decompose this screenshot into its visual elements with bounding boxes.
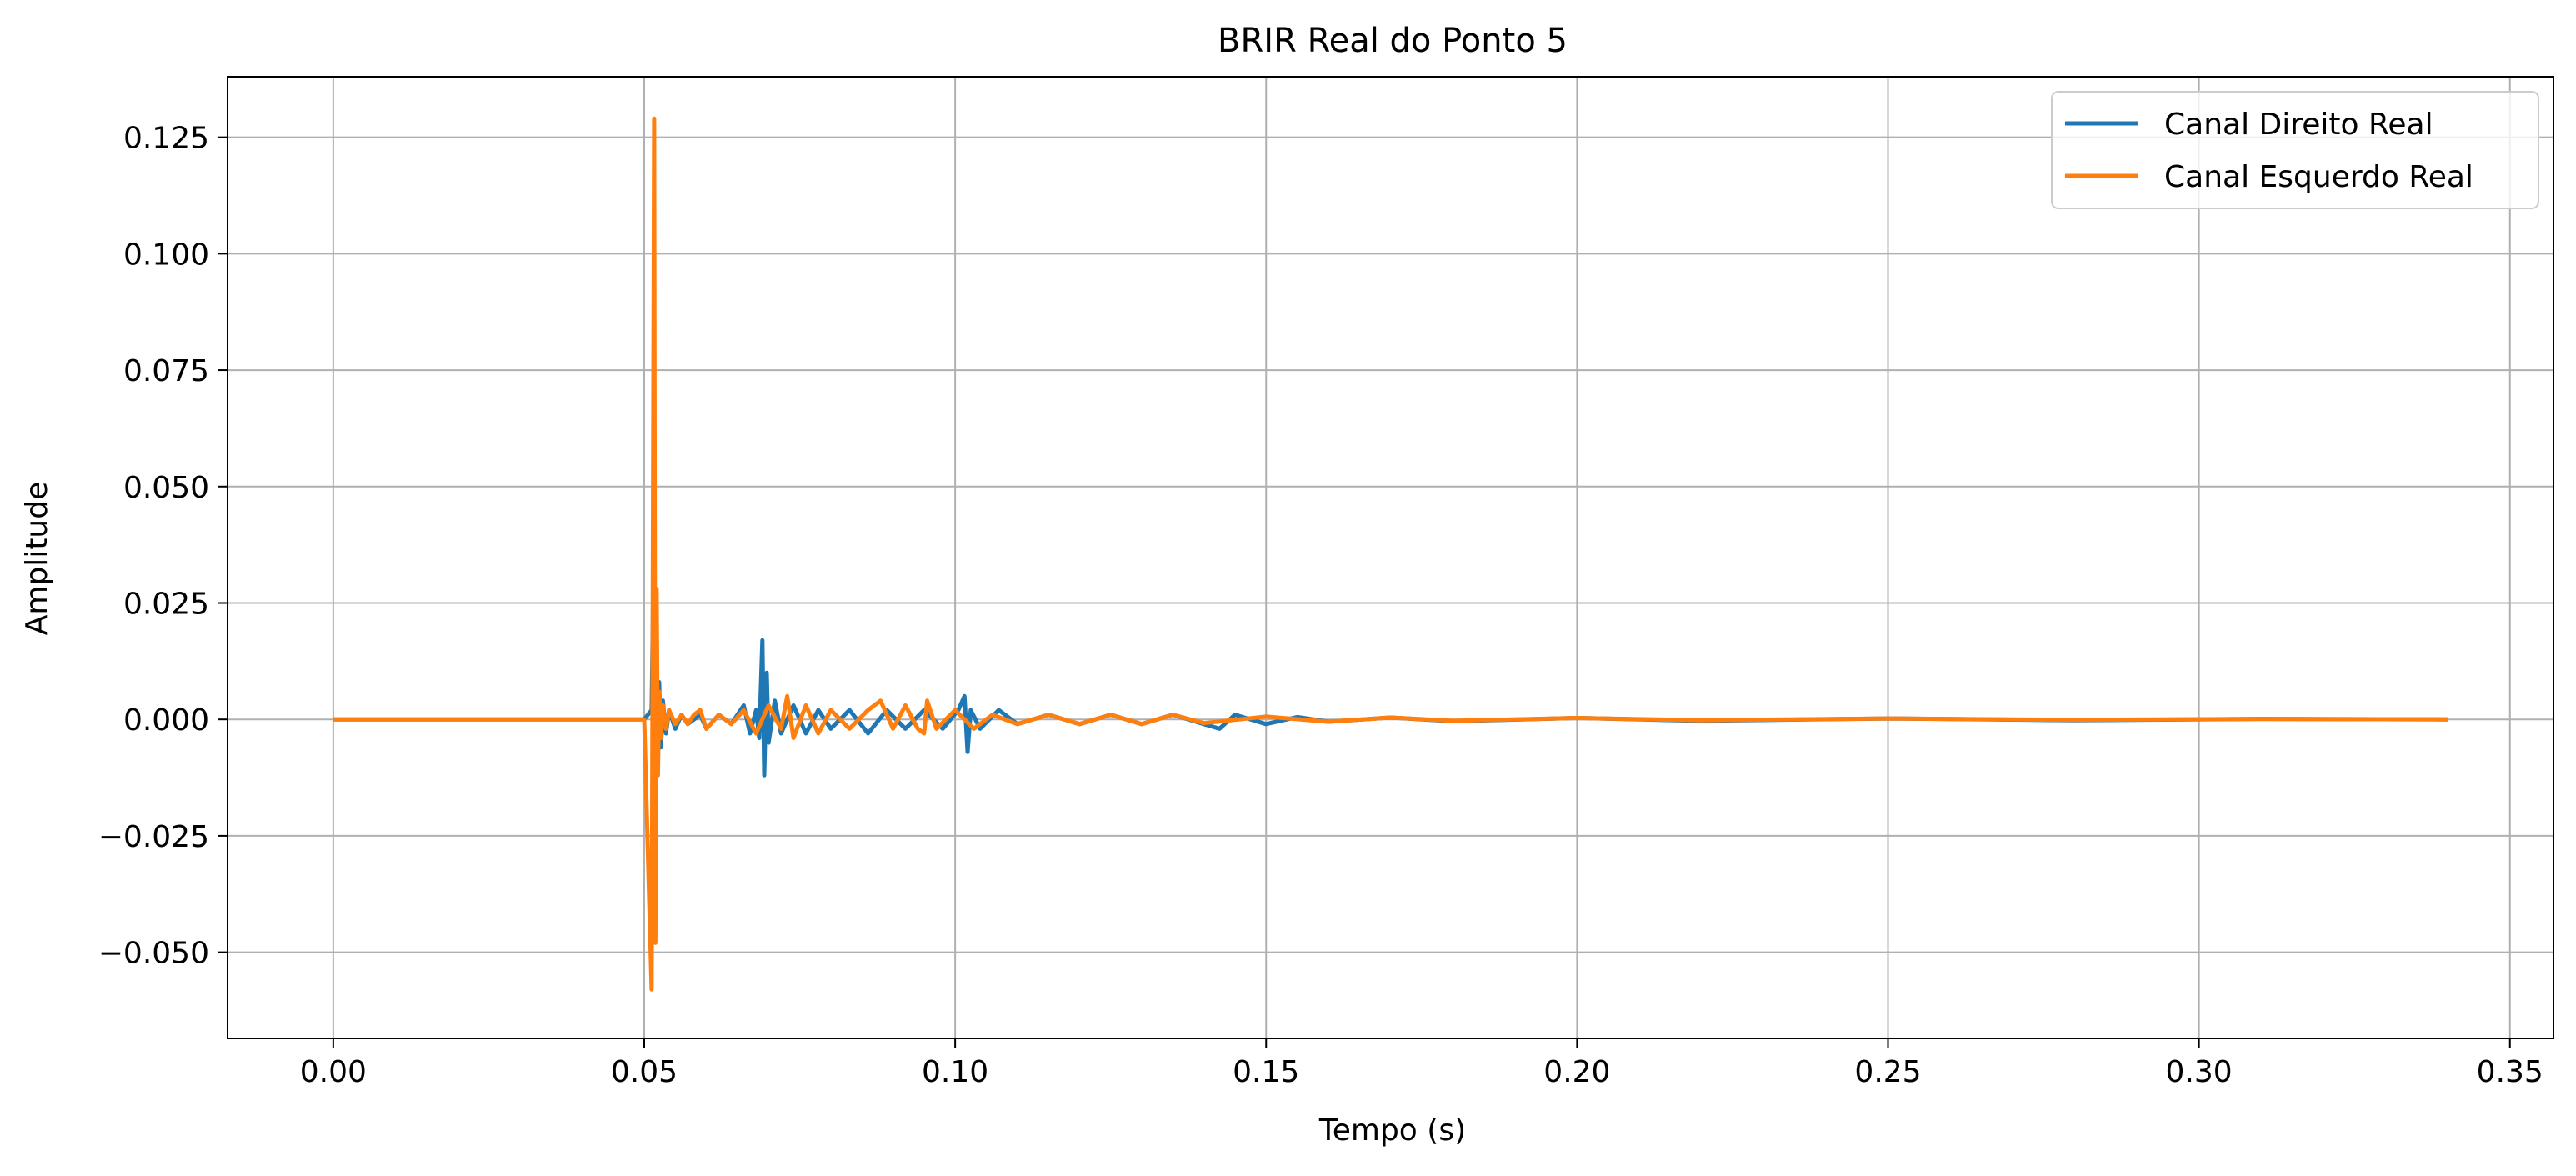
- x-tick-label: 0.35: [2477, 1055, 2543, 1089]
- y-tick-label: 0.050: [123, 471, 209, 505]
- y-tick-label: 0.075: [123, 354, 209, 388]
- plot-area-frame: [227, 76, 2554, 1039]
- y-tick-label: 0.025: [123, 587, 209, 621]
- series-line-left-channel: [333, 116, 2448, 992]
- legend-label-left-channel: Canal Esquerdo Real: [2164, 160, 2473, 194]
- legend-label-right-channel: Canal Direito Real: [2164, 108, 2433, 142]
- y-axis-ticks: −0.050 −0.025 0.000 0.025 0.050 0.075 0.100 0.1…: [98, 122, 228, 971]
- x-tick-label: 0.20: [1543, 1055, 1610, 1089]
- y-tick-label: 0.125: [123, 122, 209, 156]
- x-tick-label: 0.05: [611, 1055, 678, 1089]
- y-axis-label: Amplitude: [20, 482, 54, 635]
- x-tick-label: 0.15: [1233, 1055, 1299, 1089]
- x-axis-ticks: 0.00 0.05 0.10 0.15 0.20 0.25 0.30 0.35: [300, 1038, 2543, 1089]
- x-tick-label: 0.00: [300, 1055, 367, 1089]
- x-tick-label: 0.30: [2166, 1055, 2233, 1089]
- y-tick-label: 0.100: [123, 238, 209, 272]
- series-lines: [333, 116, 2448, 992]
- x-tick-label: 0.25: [1854, 1055, 1921, 1089]
- x-tick-label: 0.10: [922, 1055, 988, 1089]
- chart-title: BRIR Real do Ponto 5: [1218, 22, 1568, 60]
- y-tick-label: 0.000: [123, 703, 209, 738]
- y-tick-label: −0.025: [98, 820, 209, 854]
- legend-box: [2051, 91, 2539, 209]
- legend: Canal Direito Real Canal Esquerdo Real: [2051, 91, 2539, 209]
- y-tick-label: −0.050: [98, 937, 209, 971]
- x-axis-label: Tempo (s): [1318, 1113, 1466, 1148]
